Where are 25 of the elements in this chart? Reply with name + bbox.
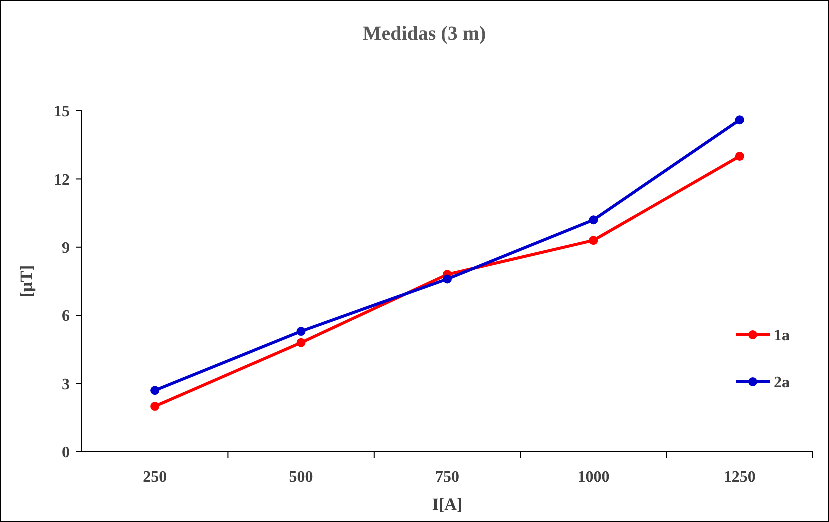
- point: [150, 402, 160, 412]
- x-tick-label: 1000: [578, 469, 610, 486]
- point: [296, 327, 306, 336]
- y-tick-label: 6: [62, 308, 70, 326]
- legend-label: 1a: [774, 328, 790, 345]
- point: [296, 338, 306, 348]
- y-axis-title: [µT]: [17, 265, 36, 298]
- point: [443, 274, 452, 284]
- legend-label: 2a: [774, 374, 790, 392]
- point: [735, 116, 744, 125]
- point: [735, 152, 744, 161]
- x-tick-label: 500: [289, 469, 314, 486]
- x-tick-label: 1250: [724, 469, 756, 486]
- y-tick-label: 9: [62, 240, 70, 257]
- y-tick-label: 3: [62, 376, 70, 394]
- chart-title: Medidas (3 m): [362, 23, 486, 45]
- point: [589, 216, 598, 225]
- y-tick-label: 0: [62, 444, 70, 462]
- y-tick-label: 12: [54, 172, 70, 189]
- x-tick-label: 250: [143, 469, 168, 486]
- x-axis-title: I[A]: [432, 495, 463, 514]
- point: [150, 386, 160, 396]
- y-tick-label: 15: [54, 104, 70, 121]
- point: [589, 236, 598, 246]
- x-tick-label: 750: [436, 469, 460, 486]
